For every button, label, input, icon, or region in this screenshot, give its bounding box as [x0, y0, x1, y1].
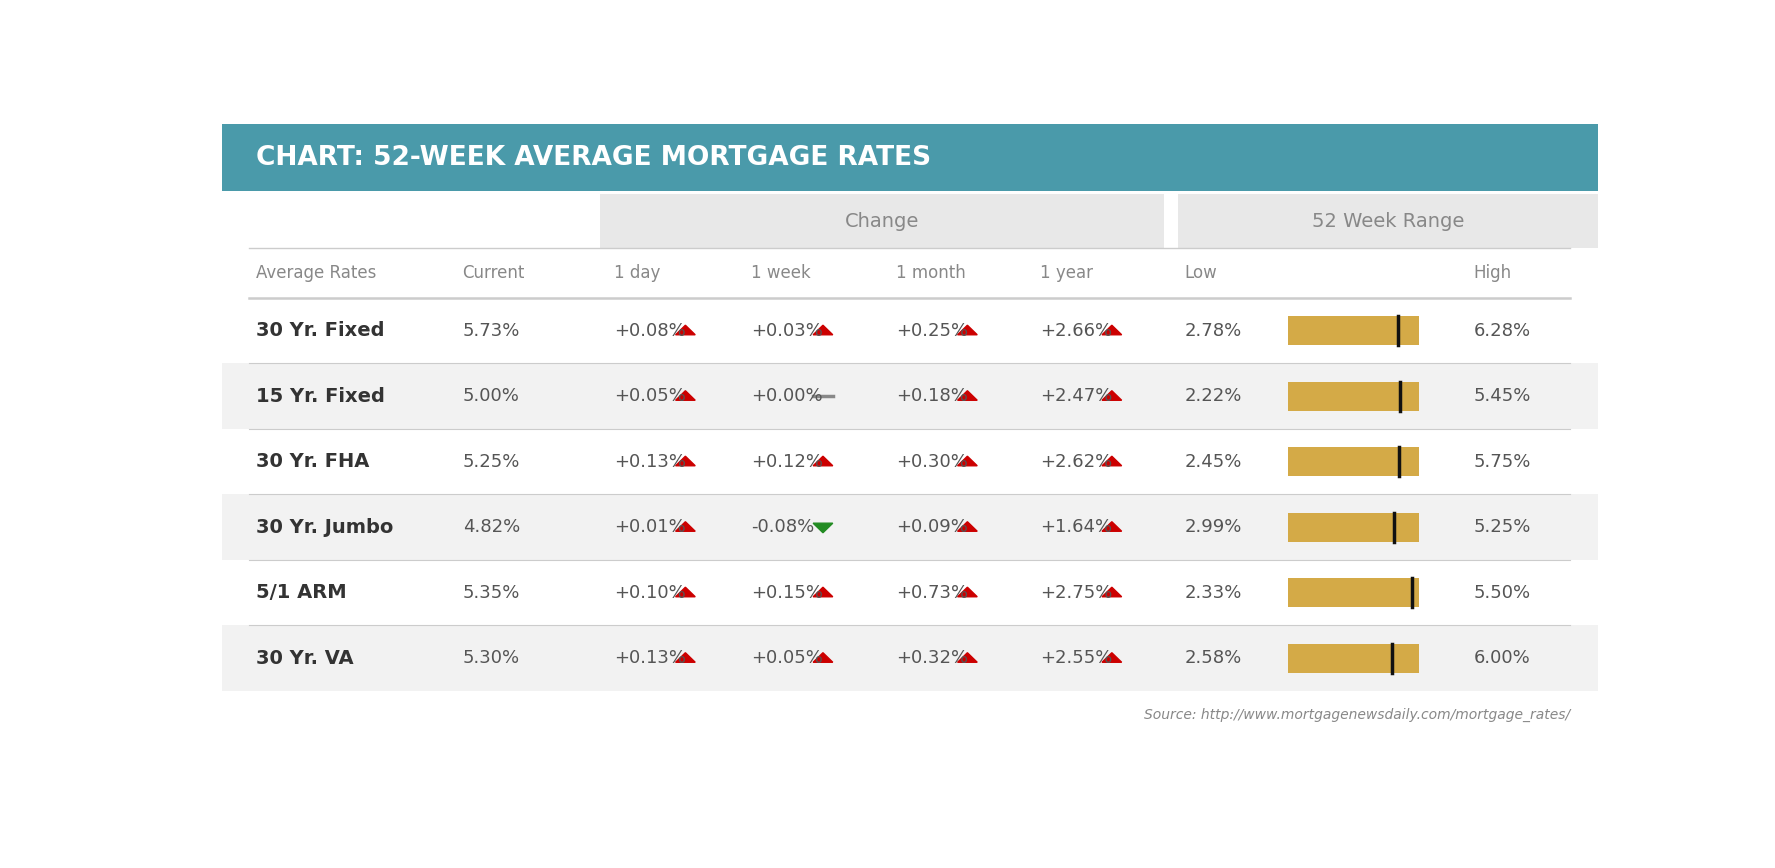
Polygon shape [957, 522, 978, 531]
Polygon shape [1102, 326, 1122, 335]
Text: +2.55%: +2.55% [1040, 649, 1113, 667]
Text: 2.58%: 2.58% [1186, 649, 1242, 667]
Polygon shape [957, 457, 978, 466]
Text: Change: Change [845, 212, 919, 231]
Text: 5.30%: 5.30% [463, 649, 520, 667]
Text: 30 Yr. Fixed: 30 Yr. Fixed [256, 321, 385, 340]
Text: +0.05%: +0.05% [614, 387, 685, 405]
Text: 5.35%: 5.35% [463, 584, 520, 602]
Text: 5.50%: 5.50% [1473, 584, 1530, 602]
Text: 30 Yr. Jumbo: 30 Yr. Jumbo [256, 517, 394, 536]
Polygon shape [676, 457, 696, 466]
Text: CHART: 52-WEEK AVERAGE MORTGAGE RATES: CHART: 52-WEEK AVERAGE MORTGAGE RATES [256, 145, 932, 171]
Text: 6.00%: 6.00% [1473, 649, 1530, 667]
Bar [1289, 447, 1418, 477]
Text: 30 Yr. VA: 30 Yr. VA [256, 648, 353, 667]
Polygon shape [1102, 588, 1122, 597]
Text: 5.73%: 5.73% [463, 322, 520, 339]
Text: +0.08%: +0.08% [614, 322, 685, 339]
Text: 1 day: 1 day [614, 264, 660, 282]
Text: Average Rates: Average Rates [256, 264, 376, 282]
Text: Current: Current [463, 264, 525, 282]
Polygon shape [957, 588, 978, 597]
Text: 6.28%: 6.28% [1473, 322, 1530, 339]
Text: 5/1 ARM: 5/1 ARM [256, 583, 346, 602]
Text: 5.25%: 5.25% [463, 453, 520, 470]
Text: 4.82%: 4.82% [463, 518, 520, 536]
Text: 15 Yr. Fixed: 15 Yr. Fixed [256, 387, 385, 405]
Text: 2.33%: 2.33% [1186, 584, 1242, 602]
Polygon shape [1102, 457, 1122, 466]
Text: Source: http://www.mortgagenewsdaily.com/mortgage_rates/: Source: http://www.mortgagenewsdaily.com… [1143, 707, 1571, 722]
Polygon shape [1102, 653, 1122, 662]
Text: 2.99%: 2.99% [1186, 518, 1242, 536]
Text: +0.30%: +0.30% [896, 453, 967, 470]
Bar [222, 298, 1598, 364]
Text: +0.32%: +0.32% [896, 649, 967, 667]
Polygon shape [957, 391, 978, 400]
Polygon shape [957, 326, 978, 335]
Polygon shape [676, 653, 696, 662]
Text: +1.64%: +1.64% [1040, 518, 1113, 536]
Text: 2.45%: 2.45% [1186, 453, 1242, 470]
Text: +0.12%: +0.12% [751, 453, 824, 470]
Text: 5.45%: 5.45% [1473, 387, 1532, 405]
Bar [1179, 194, 1598, 248]
Bar [222, 495, 1598, 560]
Text: 5.25%: 5.25% [1473, 518, 1532, 536]
Text: +0.09%: +0.09% [896, 518, 967, 536]
Text: +2.47%: +2.47% [1040, 387, 1113, 405]
Polygon shape [676, 391, 696, 400]
Text: 52 Week Range: 52 Week Range [1312, 212, 1464, 231]
Text: +0.10%: +0.10% [614, 584, 685, 602]
Text: +0.00%: +0.00% [751, 387, 824, 405]
Text: +0.25%: +0.25% [896, 322, 967, 339]
Polygon shape [1102, 391, 1122, 400]
Text: +0.18%: +0.18% [896, 387, 967, 405]
Bar [600, 194, 1164, 248]
Polygon shape [813, 457, 832, 466]
Text: +0.13%: +0.13% [614, 649, 685, 667]
Bar [1289, 316, 1418, 345]
Bar [222, 429, 1598, 495]
Text: 30 Yr. FHA: 30 Yr. FHA [256, 452, 369, 471]
Polygon shape [676, 588, 696, 597]
Bar [1289, 578, 1418, 607]
Text: +0.73%: +0.73% [896, 584, 967, 602]
Text: 2.78%: 2.78% [1186, 322, 1242, 339]
Polygon shape [957, 653, 978, 662]
Polygon shape [813, 653, 832, 662]
Text: +2.66%: +2.66% [1040, 322, 1113, 339]
Text: Low: Low [1186, 264, 1218, 282]
Polygon shape [813, 326, 832, 335]
Text: 1 month: 1 month [896, 264, 966, 282]
Text: 1 year: 1 year [1040, 264, 1093, 282]
Text: +0.13%: +0.13% [614, 453, 685, 470]
Bar [1289, 382, 1418, 411]
Bar [222, 626, 1598, 691]
Polygon shape [676, 522, 696, 531]
Bar [222, 560, 1598, 626]
Text: +0.05%: +0.05% [751, 649, 824, 667]
Bar [222, 364, 1598, 429]
Polygon shape [813, 588, 832, 597]
Text: +0.01%: +0.01% [614, 518, 685, 536]
Text: High: High [1473, 264, 1512, 282]
Text: 2.22%: 2.22% [1186, 387, 1242, 405]
Text: +2.75%: +2.75% [1040, 584, 1113, 602]
Text: +0.15%: +0.15% [751, 584, 824, 602]
Bar [1289, 644, 1418, 673]
Text: +0.03%: +0.03% [751, 322, 824, 339]
Polygon shape [1102, 522, 1122, 531]
Text: 5.75%: 5.75% [1473, 453, 1532, 470]
Text: 1 week: 1 week [751, 264, 811, 282]
Text: 5.00%: 5.00% [463, 387, 520, 405]
Polygon shape [676, 326, 696, 335]
Bar [1289, 513, 1418, 542]
Text: +2.62%: +2.62% [1040, 453, 1113, 470]
Bar [222, 124, 1598, 191]
Polygon shape [813, 523, 832, 533]
Text: -0.08%: -0.08% [751, 518, 815, 536]
